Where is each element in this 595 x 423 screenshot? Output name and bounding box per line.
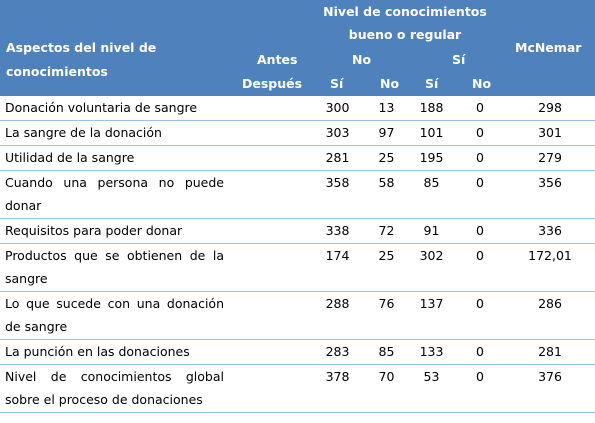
count-cell: 338 (310, 218, 365, 244)
empty-cell (232, 145, 310, 171)
count-cell: 25 (365, 145, 408, 171)
mcnemar-cell: 279 (505, 145, 595, 171)
count-cell: 13 (365, 96, 408, 121)
count-cell: 0 (455, 291, 505, 340)
count-cell: 72 (365, 218, 408, 244)
row-label: Utilidad de la sangre (0, 145, 232, 171)
table-row: Cuando una persona no puede donar 358 58 85… (0, 170, 595, 219)
despues-level: No (472, 76, 492, 91)
count-cell: 0 (455, 339, 505, 365)
count-cell: 76 (365, 291, 408, 340)
empty-cell (232, 218, 310, 244)
row-label: Donación voluntaria de sangre (0, 96, 232, 121)
count-cell: 288 (310, 291, 365, 340)
empty-cell (232, 120, 310, 146)
table-row: Utilidad de la sangre 281 25 195 0 279 (0, 145, 595, 171)
antes-header: Antes (257, 52, 298, 67)
empty-cell (232, 170, 310, 219)
count-cell: 188 (408, 96, 455, 121)
count-cell: 281 (310, 145, 365, 171)
count-cell: 0 (455, 120, 505, 146)
count-cell: 0 (455, 218, 505, 244)
row-label: Productos que se obtienen de la sangre (0, 243, 232, 292)
mcnemar-header: McNemar (515, 40, 582, 55)
table-row: Lo que sucede con una donación de sangre… (0, 291, 595, 340)
count-cell: 91 (408, 218, 455, 244)
count-cell: 0 (455, 364, 505, 413)
aspect-header: Aspectos del nivel de conocimientos (6, 40, 157, 79)
count-cell: 303 (310, 120, 365, 146)
count-cell: 0 (455, 243, 505, 292)
antes-level: No (352, 52, 372, 67)
table-row: Nivel de conocimientos global sobre el p… (0, 364, 595, 413)
empty-cell (232, 96, 310, 121)
row-label: La punción en las donaciones (0, 339, 232, 365)
table-row: Donación voluntaria de sangre 300 13 188 0 29… (0, 96, 595, 121)
count-cell: 302 (408, 243, 455, 292)
count-cell: 174 (310, 243, 365, 292)
count-cell: 137 (408, 291, 455, 340)
count-cell: 25 (365, 243, 408, 292)
mcnemar-cell: 298 (505, 96, 595, 121)
row-label: Nivel de conocimientos global sobre el p… (0, 364, 232, 413)
count-cell: 358 (310, 170, 365, 219)
empty-cell (232, 243, 310, 292)
empty-cell (232, 291, 310, 340)
count-cell: 58 (365, 170, 408, 219)
count-cell: 0 (455, 145, 505, 171)
count-cell: 133 (408, 339, 455, 365)
count-cell: 0 (455, 96, 505, 121)
despues-level: No (380, 76, 400, 91)
table-row: Productos que se obtienen de la sangre 17… (0, 243, 595, 292)
count-cell: 300 (310, 96, 365, 121)
count-cell: 195 (408, 145, 455, 171)
mcnemar-cell: 281 (505, 339, 595, 365)
row-label: Requisitos para poder donar (0, 218, 232, 244)
table-row: Requisitos para poder donar 338 72 91 0 336 (0, 218, 595, 244)
row-label: Lo que sucede con una donación de sangre (0, 291, 232, 340)
mcnemar-cell: 301 (505, 120, 595, 146)
count-cell: 283 (310, 339, 365, 365)
mcnemar-cell: 336 (505, 218, 595, 244)
despues-header: Después (242, 76, 303, 91)
despues-level: Sí (330, 76, 344, 91)
table-row: La sangre de la donación 303 97 101 0 301 (0, 120, 595, 146)
group-header: Nivel de conocimientos bueno o regular (323, 4, 487, 42)
mcnemar-cell: 356 (505, 170, 595, 219)
empty-cell (232, 339, 310, 365)
antes-level: Sí (452, 52, 466, 67)
count-cell: 85 (408, 170, 455, 219)
empty-cell (232, 364, 310, 413)
count-cell: 0 (455, 170, 505, 219)
count-cell: 378 (310, 364, 365, 413)
despues-level: Sí (425, 76, 439, 91)
table-body: Donación voluntaria de sangre 300 13 188 0 29… (0, 96, 595, 413)
count-cell: 101 (408, 120, 455, 146)
count-cell: 70 (365, 364, 408, 413)
count-cell: 53 (408, 364, 455, 413)
count-cell: 97 (365, 120, 408, 146)
table-header: Nivel de conocimientos bueno o regular A… (0, 0, 595, 96)
mcnemar-cell: 376 (505, 364, 595, 413)
row-label: Cuando una persona no puede donar (0, 170, 232, 219)
row-label: La sangre de la donación (0, 120, 232, 146)
count-cell: 85 (365, 339, 408, 365)
table-row: La punción en las donaciones 283 85 133 0 281 (0, 339, 595, 365)
mcnemar-cell: 172,01 (505, 243, 595, 292)
mcnemar-cell: 286 (505, 291, 595, 340)
